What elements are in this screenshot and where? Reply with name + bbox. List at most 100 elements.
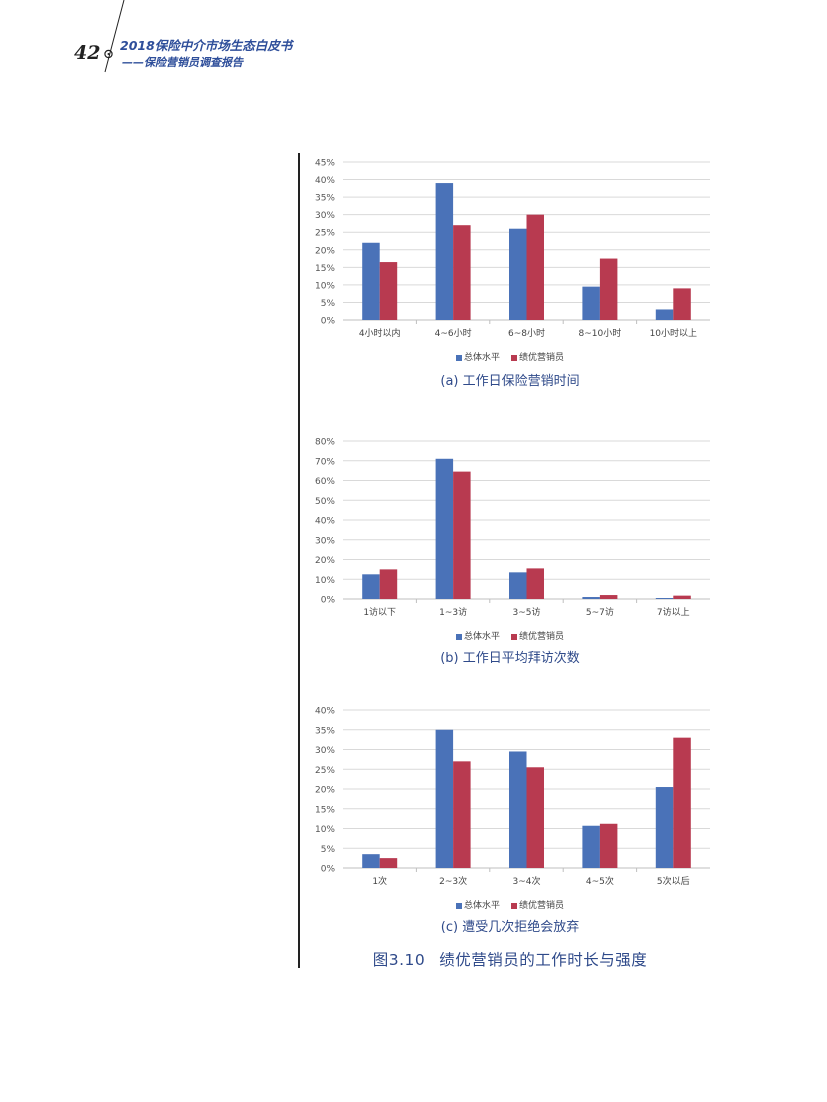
- x-category-label: 3~4次: [513, 875, 541, 887]
- figure-title: 绩优营销员的工作时长与强度: [439, 951, 648, 969]
- y-tick-label: 45%: [315, 159, 335, 169]
- legend-item-overall: 总体水平: [456, 353, 500, 363]
- bar-overall: [509, 228, 527, 320]
- bar-top-performers: [673, 288, 691, 320]
- bar-overall: [509, 751, 527, 868]
- figure-number: 图3.10: [372, 951, 426, 969]
- x-category-label: 5~7访: [586, 607, 614, 618]
- chart-c-caption: (c) 遭受几次拒绝会放弃: [440, 920, 580, 935]
- y-tick-label: 30%: [315, 746, 335, 756]
- bar-overall: [655, 598, 674, 599]
- header-divider-line-icon: [104, 0, 125, 73]
- y-tick-label: 40%: [315, 176, 335, 186]
- book-subtitle: ——保险营销员调查报告: [122, 56, 243, 69]
- chart-a-plot: 0% 5% 10% 15% 20% 25% 30% 35% 40% 45% 4小时以内 4~6小时 6~…: [315, 159, 710, 339]
- bar-overall: [362, 854, 380, 868]
- chart-c-plot: 0% 5% 10% 15% 20% 25% 30% 35% 40% 1次 2~3次 3~4次 4~5次 5…: [315, 707, 710, 887]
- chart-c-rejections: 0% 5% 10% 15% 20% 25% 30% 35% 40% 1次 2~3次 3~4次 4~5次 5…: [305, 700, 715, 940]
- x-category-label: 4~5次: [586, 875, 614, 887]
- page-number: 42: [74, 42, 101, 64]
- y-tick-label: 10%: [315, 825, 335, 835]
- bar-top-performers: [379, 569, 398, 599]
- y-tick-label: 60%: [315, 477, 335, 487]
- bar-top-performers: [379, 262, 398, 320]
- y-tick-label: 80%: [315, 438, 335, 448]
- bar-overall: [362, 574, 380, 599]
- x-category-label: 4小时以内: [359, 327, 401, 339]
- bar-top-performers: [526, 568, 544, 599]
- bar-overall: [435, 183, 454, 320]
- y-tick-label: 40%: [315, 707, 335, 717]
- y-tick-label: 50%: [315, 497, 335, 507]
- x-category-label: 5次以后: [657, 875, 690, 887]
- x-category-label: 1访以下: [363, 607, 396, 618]
- x-category-label: 3~5访: [513, 607, 541, 618]
- bar-top-performers: [453, 761, 471, 868]
- legend-item-overall: 总体水平: [456, 901, 500, 911]
- y-tick-label: 30%: [315, 211, 335, 221]
- chart-b-visits: 0% 10% 20% 30% 40% 50% 60% 70% 80% 1访以下 1~3访 3~5访 5~…: [305, 431, 715, 671]
- legend-item-top-performers: 绩优营销员: [510, 353, 564, 363]
- x-category-label: 8~10小时: [579, 327, 622, 339]
- legend-swatch-blue-icon: [456, 633, 463, 640]
- y-tick-label: 0%: [321, 865, 336, 875]
- y-tick-label: 5%: [321, 845, 336, 855]
- y-tick-label: 20%: [315, 786, 335, 796]
- y-tick-label: 15%: [315, 805, 335, 815]
- bar-top-performers: [599, 258, 618, 320]
- x-category-label: 4~6小时: [435, 327, 472, 339]
- bar-overall: [509, 572, 527, 599]
- margin-rule: [298, 153, 300, 968]
- x-category-label: 10小时以上: [650, 327, 697, 339]
- bar-overall: [582, 286, 600, 320]
- bar-overall: [655, 309, 674, 320]
- y-tick-label: 10%: [315, 576, 335, 586]
- y-tick-label: 35%: [315, 726, 335, 736]
- bar-top-performers: [673, 737, 691, 868]
- bar-overall: [435, 729, 454, 868]
- bar-overall: [362, 242, 380, 320]
- y-tick-label: 15%: [315, 264, 335, 274]
- x-category-label: 2~3次: [439, 875, 467, 887]
- x-category-label: 7访以上: [657, 607, 690, 618]
- bar-overall: [582, 597, 600, 599]
- chart-a-caption: (a) 工作日保险营销时间: [440, 374, 580, 389]
- chart-a-legend: 总体水平 绩优营销员: [305, 350, 715, 363]
- y-tick-label: 70%: [315, 457, 335, 467]
- bar-overall: [435, 458, 454, 599]
- bar-overall: [582, 825, 600, 868]
- chart-a-work-hours: 0% 5% 10% 15% 20% 25% 30% 35% 40% 45% 4小时以内 4~6小时 6~…: [305, 152, 715, 392]
- y-tick-label: 20%: [315, 556, 335, 566]
- legend-swatch-red-icon: [510, 354, 517, 361]
- bar-top-performers: [453, 225, 471, 320]
- y-tick-label: 25%: [315, 766, 335, 776]
- bar-top-performers: [453, 471, 471, 599]
- legend-item-top-performers: 绩优营销员: [510, 632, 564, 642]
- x-category-label: 1~3访: [439, 607, 467, 618]
- y-tick-label: 40%: [315, 517, 335, 527]
- y-tick-label: 25%: [315, 229, 335, 239]
- legend-item-top-performers: 绩优营销员: [510, 901, 564, 911]
- y-tick-label: 20%: [315, 246, 335, 256]
- y-tick-label: 10%: [315, 281, 335, 291]
- bar-top-performers: [379, 858, 398, 868]
- legend-swatch-red-icon: [510, 633, 517, 640]
- legend-item-overall: 总体水平: [456, 632, 500, 642]
- x-category-label: 6~8小时: [508, 327, 545, 339]
- legend-swatch-blue-icon: [456, 902, 463, 909]
- page-header: 42 2018保险中介市场生态白皮书 ——保险营销员调查报告: [0, 0, 827, 90]
- bar-top-performers: [526, 214, 544, 320]
- chart-b-legend: 总体水平 绩优营销员: [305, 629, 715, 642]
- y-tick-label: 0%: [321, 317, 336, 327]
- chart-b-plot: 0% 10% 20% 30% 40% 50% 60% 70% 80% 1访以下 1~3访 3~5访 5~…: [315, 438, 710, 618]
- chart-c-legend: 总体水平 绩优营销员: [305, 898, 715, 911]
- bar-overall: [655, 787, 674, 868]
- bar-top-performers: [673, 595, 691, 599]
- book-title: 2018保险中介市场生态白皮书: [120, 38, 293, 53]
- y-tick-label: 35%: [315, 194, 335, 204]
- y-tick-label: 5%: [321, 299, 336, 309]
- bar-top-performers: [599, 595, 618, 599]
- x-category-label: 1次: [372, 875, 387, 887]
- y-tick-label: 0%: [321, 596, 336, 606]
- legend-swatch-blue-icon: [456, 354, 463, 361]
